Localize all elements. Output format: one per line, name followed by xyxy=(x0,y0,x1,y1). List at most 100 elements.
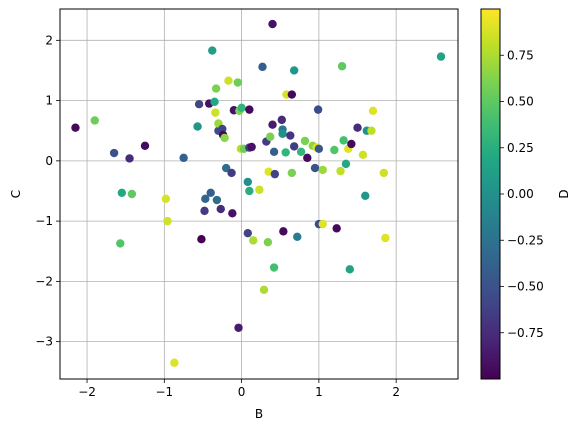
scatter-point xyxy=(210,97,219,107)
scatter-point xyxy=(361,191,370,201)
scatter-point xyxy=(140,141,150,150)
colorbar-tick-label: −0.75 xyxy=(507,326,544,340)
scatter-point xyxy=(255,185,264,194)
colorbar-tick-label: 0.00 xyxy=(507,187,534,201)
scatter-point xyxy=(281,148,290,157)
scatter-point xyxy=(243,177,252,187)
scatter-point xyxy=(287,90,297,99)
scatter-point xyxy=(212,195,222,205)
scatter-point xyxy=(208,46,217,55)
scatter-point xyxy=(289,66,299,75)
scatter-point xyxy=(201,194,210,204)
scatter-point xyxy=(270,169,280,179)
scatter-point xyxy=(194,100,204,109)
x-tick-label: −1 xyxy=(155,385,173,399)
scatter-point xyxy=(296,147,306,157)
scatter-point xyxy=(247,142,256,152)
scatter-point xyxy=(347,139,356,149)
colorbar-tick-label: 0.50 xyxy=(507,95,534,109)
scatter-point xyxy=(330,145,339,155)
y-tick-label: 2 xyxy=(45,33,53,47)
scatter-point xyxy=(233,78,242,87)
x-tick-label: −2 xyxy=(78,385,96,399)
x-axis-ticks: −2 −1 0 1 2 xyxy=(78,379,400,399)
colorbar-label: D xyxy=(557,189,571,198)
scatter-point xyxy=(197,234,206,244)
scatter-point xyxy=(234,323,243,332)
y-tick-label: −1 xyxy=(35,214,53,228)
y-axis-label: C xyxy=(9,190,23,198)
scatter-point xyxy=(245,186,254,196)
scatter-point xyxy=(161,194,171,204)
x-tick-label: 1 xyxy=(315,385,323,399)
scatter-point xyxy=(90,116,99,125)
scatter-point xyxy=(368,106,378,116)
scatter-point xyxy=(170,358,179,367)
scatter-point xyxy=(206,188,215,197)
scatter-point xyxy=(266,132,275,141)
scatter-point xyxy=(367,126,376,135)
scatter-point xyxy=(125,154,134,163)
scatter-point xyxy=(200,206,209,216)
scatter-point xyxy=(436,52,446,61)
scatter-point xyxy=(318,165,327,175)
scatter-point xyxy=(303,153,312,163)
scatter-point xyxy=(216,204,225,214)
scatter-point xyxy=(221,163,231,173)
scatter-point xyxy=(269,147,279,157)
scatter-point xyxy=(220,133,229,143)
scatter-point xyxy=(353,123,362,132)
scatter-point xyxy=(245,105,254,114)
scatter-point xyxy=(279,227,288,236)
colorbar xyxy=(480,8,501,380)
scatter-point xyxy=(259,285,269,295)
scatter-point xyxy=(224,76,233,85)
colorbar-tick-label: −0.50 xyxy=(507,280,544,294)
scatter-point xyxy=(71,123,80,132)
scatter-point xyxy=(336,166,345,176)
scatter-point xyxy=(341,159,351,169)
scatter-point xyxy=(116,239,125,248)
scatter-point xyxy=(339,136,348,145)
scatter-point xyxy=(337,62,347,71)
colorbar-ticks: −0.75 −0.50 −0.25 0.00 0.25 0.50 0.75 xyxy=(500,48,544,340)
scatter-point xyxy=(314,144,324,154)
y-axis-ticks: −3 −2 −1 0 1 2 xyxy=(35,33,60,349)
scatter-point xyxy=(179,153,188,163)
scatter-point xyxy=(310,163,320,173)
scatter-point xyxy=(243,228,252,238)
scatter-point xyxy=(117,188,127,197)
scatter-point xyxy=(258,62,267,72)
x-tick-label: 0 xyxy=(238,385,246,399)
colorbar-tick-label: 0.75 xyxy=(507,48,534,62)
scatter-point xyxy=(286,131,295,140)
scatter-point xyxy=(237,103,246,113)
scatter-point xyxy=(211,84,221,93)
y-tick-label: 1 xyxy=(45,94,53,108)
scatter-point xyxy=(300,136,310,146)
scatter-point xyxy=(268,120,277,129)
scatter-point xyxy=(277,115,286,125)
scatter-point xyxy=(268,19,277,29)
scatter-point xyxy=(379,168,389,178)
scatter-point xyxy=(381,233,390,243)
scatter-point xyxy=(227,168,236,178)
scatter-point xyxy=(127,189,137,199)
y-tick-label: 0 xyxy=(45,154,53,168)
scatter-point xyxy=(358,150,368,160)
scatter-point xyxy=(287,168,297,178)
scatter-point xyxy=(345,265,355,274)
colorbar-tick-label: 0.25 xyxy=(507,141,534,155)
x-axis-label: B xyxy=(255,407,263,421)
scatter-point xyxy=(313,105,323,114)
scatter-point xyxy=(193,122,202,131)
data-points xyxy=(71,19,446,367)
scatter-point xyxy=(211,108,220,117)
scatter-point xyxy=(249,236,258,245)
scatter-point xyxy=(263,238,273,247)
scatter-point xyxy=(109,148,119,158)
scatter-point xyxy=(293,232,302,241)
x-tick-label: 2 xyxy=(392,385,400,399)
y-tick-label: −3 xyxy=(35,335,53,349)
